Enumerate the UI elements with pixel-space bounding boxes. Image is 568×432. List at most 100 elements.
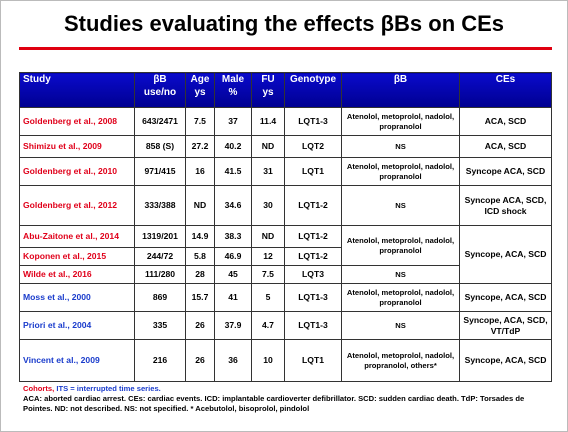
study-cell: Goldenberg et al., 2012	[19, 185, 135, 226]
fu-cell: 10	[251, 339, 285, 382]
column-header: Male %	[214, 72, 252, 108]
fu-cell: 30	[251, 185, 285, 226]
genotype-cell: LQT1-2	[284, 185, 342, 226]
use-cell: 111/280	[134, 265, 186, 284]
fu-cell: ND	[251, 135, 285, 158]
beta-cell: Atenolol, metoprolol, nadolol, propranol…	[341, 225, 460, 266]
table-row: Priori et al., 2004 335 26 37.9 4.7 LQT1-3 NS S…	[19, 311, 552, 340]
study-cell: Koponen et al., 2015	[19, 247, 135, 266]
study-cell: Moss et al., 2000	[19, 283, 135, 312]
table: Study βB use/no Age ys Male % FU ys Geno…	[19, 72, 552, 382]
male-cell: 37	[214, 107, 252, 136]
age-cell: 15.7	[185, 283, 215, 312]
fu-cell: 7.5	[251, 265, 285, 284]
use-cell: 971/415	[134, 157, 186, 186]
fu-cell: 12	[251, 247, 285, 266]
ces-cell: Syncope, ACA, SCD	[459, 225, 552, 284]
genotype-cell: LQT1-2	[284, 247, 342, 266]
use-cell: 643/2471	[134, 107, 186, 136]
genotype-cell: LQT3	[284, 265, 342, 284]
beta-cell: Atenolol, metoprolol, nadolol, propranol…	[341, 157, 460, 186]
male-cell: 34.6	[214, 185, 252, 226]
male-cell: 37.9	[214, 311, 252, 340]
fu-cell: ND	[251, 225, 285, 248]
footnote-text: ACA: aborted cardiac arrest. CEs: cardia…	[23, 393, 525, 413]
column-header: Age ys	[185, 72, 215, 108]
table-row: Abu-Zaitone et al., 2014 1319/201 14.9 38.3…	[19, 225, 552, 284]
ces-cell: Syncope, ACA, SCD	[459, 283, 552, 312]
male-cell: 41.5	[214, 157, 252, 186]
beta-cell: NS	[341, 265, 460, 284]
ces-cell: Syncope, ACA, SCD, VT/TdP	[459, 311, 552, 340]
age-cell: 28	[185, 265, 215, 284]
use-cell: 335	[134, 311, 186, 340]
age-cell: 16	[185, 157, 215, 186]
beta-cell: NS	[341, 185, 460, 226]
title-rule	[19, 47, 552, 50]
genotype-cell: LQT1-3	[284, 311, 342, 340]
ces-cell: Syncope ACA, SCD, ICD shock	[459, 185, 552, 226]
study-cell: Goldenberg et al., 2008	[19, 107, 135, 136]
study-cell: Wilde et al., 2016	[19, 265, 135, 284]
title: Studies evaluating the effects βBs on CE…	[63, 11, 505, 36]
table-row: Goldenberg et al., 2008 643/2471 7.5 37 11.4…	[19, 107, 552, 136]
use-cell: 244/72	[134, 247, 186, 266]
age-cell: 5.8	[185, 247, 215, 266]
footnote-its: ITS = interrupted time series.	[56, 384, 161, 393]
male-cell: 46.9	[214, 247, 252, 266]
column-header: CEs	[459, 72, 552, 108]
ces-cell: Syncope, ACA, SCD	[459, 339, 552, 382]
study-cell: Priori et al., 2004	[19, 311, 135, 340]
use-cell: 869	[134, 283, 186, 312]
beta-cell: NS	[341, 311, 460, 340]
age-cell: 27.2	[185, 135, 215, 158]
table-row: Vincent et al., 2009 216 26 36 10 LQT1 Atenolo…	[19, 339, 552, 382]
age-cell: ND	[185, 185, 215, 226]
column-header: Study	[19, 72, 135, 108]
study-cell: Vincent et al., 2009	[19, 339, 135, 382]
beta-cell: Atenolol, metoprolol, nadolol, propranol…	[341, 339, 460, 382]
table-row: Goldenberg et al., 2010 971/415 16 41.5 31 LQ…	[19, 157, 552, 186]
column-header: Genotype	[284, 72, 342, 108]
genotype-cell: LQT1	[284, 339, 342, 382]
beta-cell: Atenolol, metoprolol, nadolol, propranol…	[341, 283, 460, 312]
beta-cell: NS	[341, 135, 460, 158]
male-cell: 40.2	[214, 135, 252, 158]
table-row: Goldenberg et al., 2012 333/388 ND 34.6 30 LQ…	[19, 185, 552, 226]
ces-cell: ACA, SCD	[459, 135, 552, 158]
study-cell: Goldenberg et al., 2010	[19, 157, 135, 186]
footnote-cohorts: Cohorts,	[23, 384, 55, 393]
ces-cell: Syncope ACA, SCD	[459, 157, 552, 186]
table-row: Moss et al., 2000 869 15.7 41 5 LQT1-3 Atenolo…	[19, 283, 552, 312]
age-cell: 26	[185, 339, 215, 382]
genotype-cell: LQT2	[284, 135, 342, 158]
age-cell: 26	[185, 311, 215, 340]
male-cell: 41	[214, 283, 252, 312]
ces-cell: ACA, SCD	[459, 107, 552, 136]
column-header: FU ys	[251, 72, 285, 108]
beta-cell: Atenolol, metoprolol, nadolol, propranol…	[341, 107, 460, 136]
use-cell: 333/388	[134, 185, 186, 226]
age-cell: 7.5	[185, 107, 215, 136]
fu-cell: 4.7	[251, 311, 285, 340]
study-cell: Shimizu et al., 2009	[19, 135, 135, 158]
use-cell: 858 (S)	[134, 135, 186, 158]
fu-cell: 5	[251, 283, 285, 312]
table-row: Shimizu et al., 2009 858 (S) 27.2 40.2 ND LQT…	[19, 135, 552, 158]
use-cell: 1319/201	[134, 225, 186, 248]
male-cell: 36	[214, 339, 252, 382]
age-cell: 14.9	[185, 225, 215, 248]
genotype-cell: LQT1	[284, 157, 342, 186]
study-cell: Abu-Zaitone et al., 2014	[19, 225, 135, 248]
genotype-cell: LQT1-3	[284, 283, 342, 312]
male-cell: 38.3	[214, 225, 252, 248]
footnote: Cohorts, ITS = interrupted time series. A…	[23, 384, 548, 414]
male-cell: 45	[214, 265, 252, 284]
column-header: βB use/no	[134, 72, 186, 108]
genotype-cell: LQT1-2	[284, 225, 342, 248]
column-header: βB	[341, 72, 460, 108]
genotype-cell: LQT1-3	[284, 107, 342, 136]
fu-cell: 11.4	[251, 107, 285, 136]
use-cell: 216	[134, 339, 186, 382]
